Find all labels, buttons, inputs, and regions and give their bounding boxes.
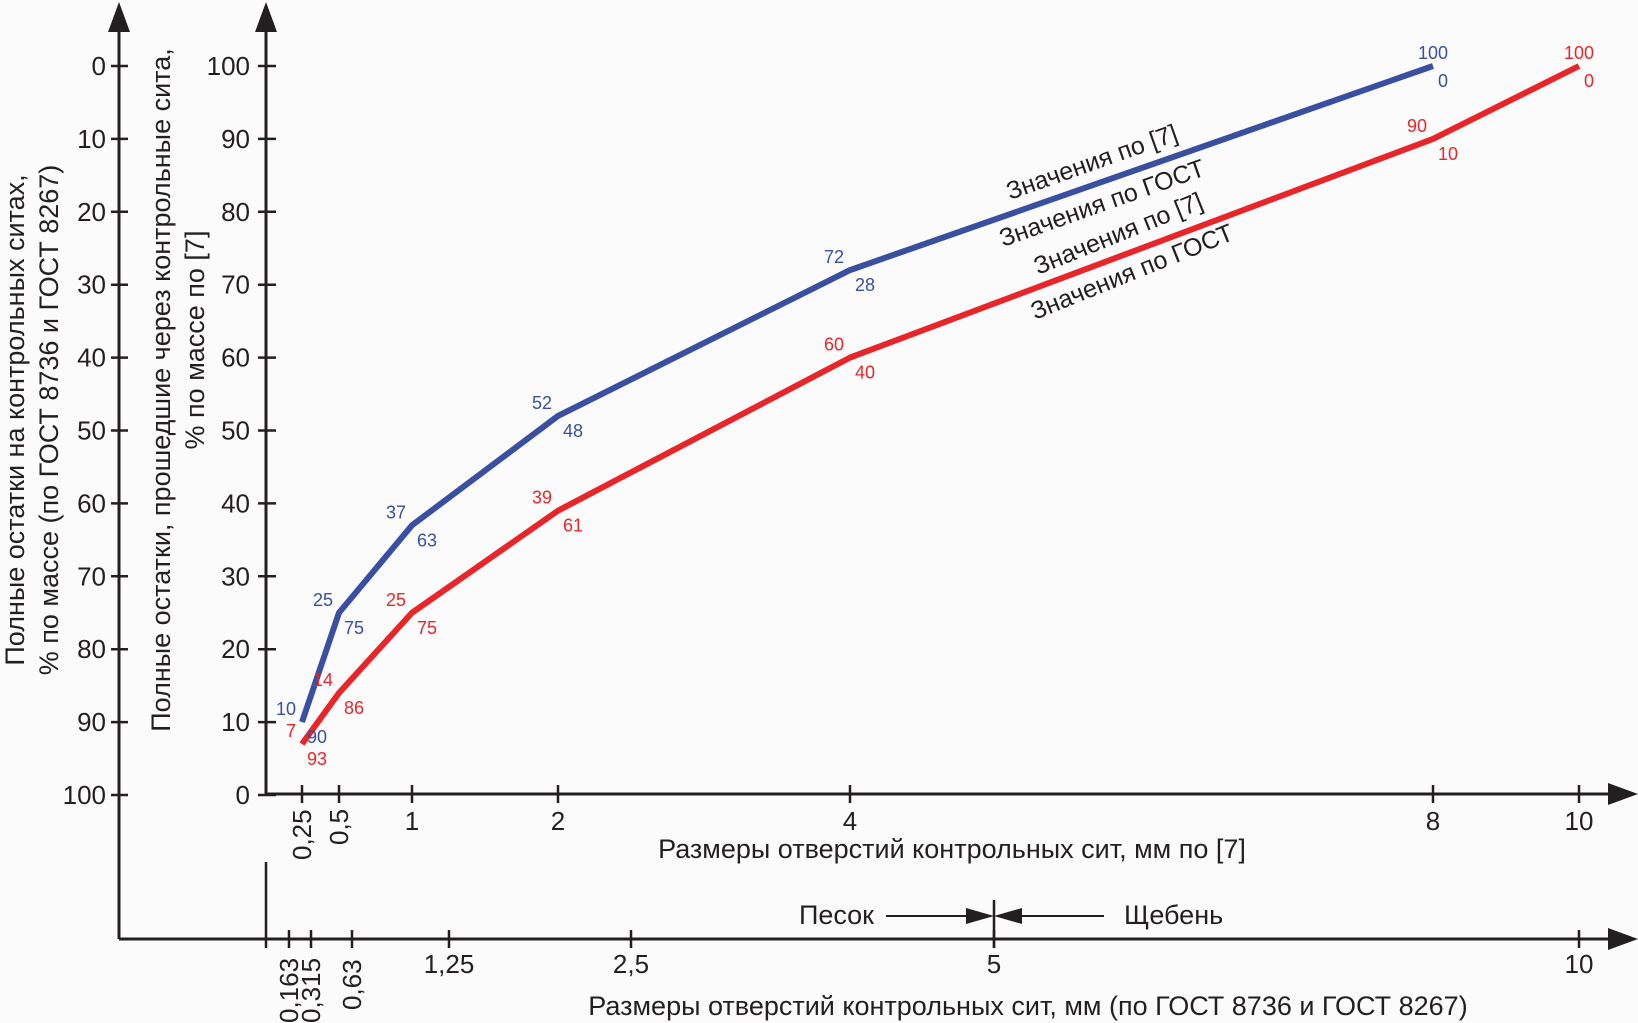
data-label-retained: 86 — [344, 698, 364, 718]
gravel-label: Щебень — [1124, 900, 1223, 930]
data-label-passing: 25 — [386, 590, 406, 610]
data-label-passing: 10 — [276, 699, 296, 719]
x-axis-secondary-label: Размеры отверстий контрольных сит, мм (п… — [588, 991, 1467, 1021]
data-label-passing: 7 — [286, 721, 296, 741]
x-tick-label: 4 — [843, 806, 857, 836]
y-secondary-tick-label: 20 — [77, 197, 106, 227]
y-tick-label: 90 — [221, 124, 250, 154]
data-label-retained: 10 — [1438, 144, 1458, 164]
x-axis: 0,25 0,5 1 2 4 8 10 — [266, 783, 1638, 860]
x-tick-label: 2 — [551, 806, 565, 836]
y-axis-label-line1: Полные остатки, прошедшие через контроль… — [146, 48, 176, 732]
x-tick-label: 1 — [405, 806, 419, 836]
data-label-passing: 72 — [824, 247, 844, 267]
y-tick-label: 100 — [207, 51, 250, 81]
data-label-retained: 75 — [417, 618, 437, 638]
y-secondary-tick-label: 70 — [77, 561, 106, 591]
y-axis-secondary-label-line1: Полные остатки на контрольных ситах, — [0, 174, 30, 665]
y-secondary-tick-label: 90 — [77, 707, 106, 737]
data-label-passing: 14 — [313, 670, 333, 690]
y-secondary-tick-label: 40 — [77, 343, 106, 373]
y-secondary-tick-label: 50 — [77, 416, 106, 446]
data-label-retained: 0 — [1438, 71, 1448, 91]
y-tick-label: 70 — [221, 270, 250, 300]
x-tick-label: 8 — [1426, 806, 1440, 836]
x-tick-label: 0,25 — [287, 809, 317, 860]
x-secondary-tick-label: 5 — [987, 949, 1001, 979]
series-line-red — [299, 63, 1581, 746]
data-label-passing: 25 — [313, 590, 333, 610]
data-label-retained: 63 — [417, 530, 437, 550]
data-label-passing: 37 — [386, 502, 406, 522]
data-label-retained: 90 — [307, 727, 327, 747]
x-secondary-tick-label: 2,5 — [613, 949, 649, 979]
y-secondary-tick-label: 30 — [77, 270, 106, 300]
x-secondary-tick-label: 0,163 — [274, 958, 304, 1023]
y-axis-secondary-label-line2: % по массе (по ГОСТ 8736 и ГОСТ 8267) — [34, 165, 64, 675]
y-axis-arrow-icon — [255, 2, 277, 32]
y-secondary-tick-label: 100 — [63, 780, 106, 810]
data-label-retained: 75 — [344, 618, 364, 638]
x-tick-label: 10 — [1565, 806, 1594, 836]
y-secondary-tick-label: 10 — [77, 124, 106, 154]
y-axis-secondary-arrow-icon — [108, 2, 130, 32]
x-secondary-tick-label: 10 — [1565, 949, 1594, 979]
data-label-retained: 93 — [307, 749, 327, 769]
y-tick-label: 50 — [221, 416, 250, 446]
data-label-retained: 48 — [563, 421, 583, 441]
y-secondary-tick-label: 80 — [77, 634, 106, 664]
sand-label: Песок — [799, 900, 874, 930]
y-secondary-tick-label: 60 — [77, 488, 106, 518]
data-label-passing: 100 — [1418, 43, 1448, 63]
data-label-retained: 28 — [855, 275, 875, 295]
x-secondary-tick-label: 0,63 — [337, 959, 367, 1010]
series-line-blue — [299, 63, 1434, 724]
y-tick-label: 10 — [221, 707, 250, 737]
x-axis-label: Размеры отверстий контрольных сит, мм по… — [658, 834, 1246, 864]
data-label-passing: 90 — [1407, 116, 1427, 136]
x-secondary-tick-label: 0,315 — [296, 958, 326, 1023]
y-tick-label: 30 — [221, 561, 250, 591]
data-label-retained: 40 — [855, 363, 875, 383]
y-tick-label: 20 — [221, 634, 250, 664]
data-label-passing: 52 — [532, 393, 552, 413]
sand-gravel-boundary: Песок Щебень — [799, 900, 1223, 948]
y-secondary-tick-label: 0 — [92, 51, 106, 81]
y-tick-label: 40 — [221, 488, 250, 518]
data-label-passing: 39 — [532, 488, 552, 508]
y-axis: 0 10 20 30 40 50 60 70 80 90 100 — [207, 2, 277, 810]
x-tick-label: 0,5 — [324, 809, 354, 845]
y-axis-label-line2: % по массе по [7] — [180, 231, 210, 450]
y-tick-label: 0 — [236, 780, 250, 810]
x-axis-arrow-icon — [1608, 783, 1638, 805]
data-label-passing: 100 — [1564, 43, 1594, 63]
data-label-passing: 60 — [824, 335, 844, 355]
data-label-retained: 0 — [1584, 71, 1594, 91]
x-secondary-tick-label: 1,25 — [424, 949, 475, 979]
x-axis-secondary-arrow-icon — [1608, 928, 1638, 950]
y-tick-label: 80 — [221, 197, 250, 227]
arrow-left-icon — [994, 908, 1022, 924]
data-label-retained: 61 — [563, 516, 583, 536]
y-tick-label: 60 — [221, 343, 250, 373]
arrow-right-icon — [966, 908, 994, 924]
